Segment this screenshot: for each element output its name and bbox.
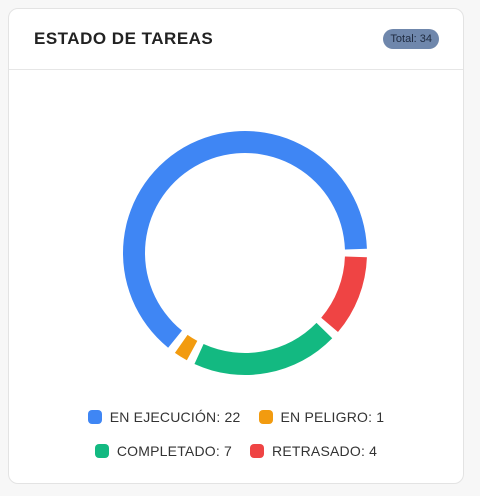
legend-label: EN EJECUCIÓN: 22 xyxy=(109,409,241,425)
task-status-card: ESTADO DE TAREAS Total: 34 EN EJECUCIÓN:… xyxy=(8,8,464,484)
legend-label: RETRASADO: 4 xyxy=(272,443,378,459)
legend-label: COMPLETADO: 7 xyxy=(116,443,233,459)
card-title: ESTADO DE TAREAS xyxy=(34,29,214,48)
donut-chart-area xyxy=(9,71,465,401)
donut-slice-en-ejecucion[interactable] xyxy=(122,130,367,348)
card-header: ESTADO DE TAREAS Total: 34 xyxy=(9,9,463,70)
legend-swatch xyxy=(94,444,109,458)
legend-row-1: EN EJECUCIÓN: 22 EN PELIGRO: 1 xyxy=(9,409,463,425)
legend-label: EN PELIGRO: 1 xyxy=(280,409,385,425)
legend-swatch xyxy=(258,410,273,424)
legend-row-2: COMPLETADO: 7 RETRASADO: 4 xyxy=(9,443,463,459)
legend-item-en-ejecucion[interactable]: EN EJECUCIÓN: 22 xyxy=(87,409,241,425)
donut-chart xyxy=(122,130,367,375)
legend-swatch xyxy=(250,444,265,458)
donut-slice-en-peligro[interactable] xyxy=(174,334,198,361)
legend-swatch xyxy=(87,410,102,424)
legend-item-en-peligro[interactable]: EN PELIGRO: 1 xyxy=(258,409,385,425)
legend-item-completado[interactable]: COMPLETADO: 7 xyxy=(94,443,233,459)
donut-slice-retrasado[interactable] xyxy=(321,256,367,332)
donut-slice-completado[interactable] xyxy=(194,322,333,375)
legend-item-retrasado[interactable]: RETRASADO: 4 xyxy=(250,443,377,459)
total-badge: Total: 34 xyxy=(383,29,439,49)
